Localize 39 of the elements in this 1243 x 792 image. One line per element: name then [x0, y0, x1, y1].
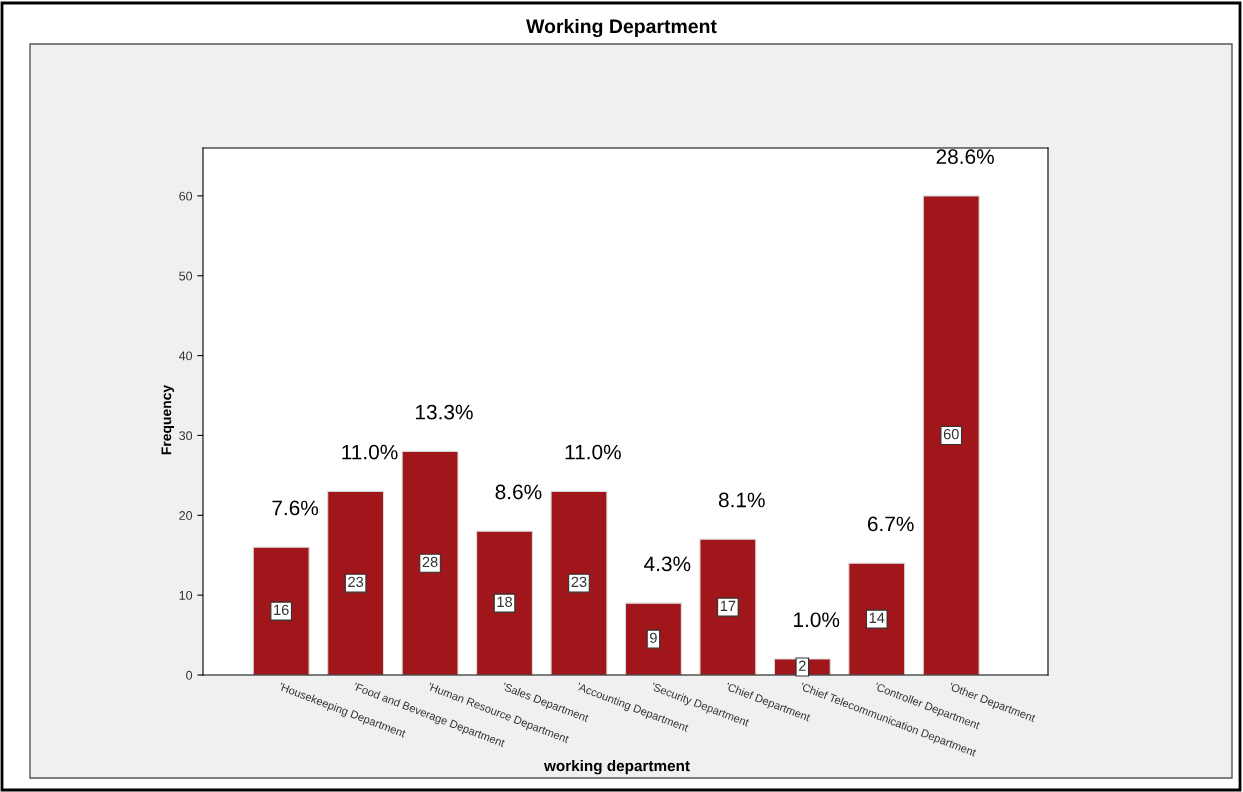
- x-axis-title: working department: [543, 760, 690, 775]
- annotation: 28.6%: [936, 149, 994, 165]
- bar: [848, 562, 906, 675]
- data-label: 17: [720, 600, 736, 611]
- data-label: 18: [497, 596, 512, 608]
- y-tick-label: 60: [179, 191, 193, 201]
- y-tick-label: 40: [178, 351, 193, 361]
- bar: [252, 546, 310, 675]
- data-label: 14: [869, 612, 885, 623]
- data-label: 9: [650, 632, 657, 643]
- bar: [401, 450, 459, 675]
- annotation: 13.3%: [416, 404, 473, 420]
- y-tick-label: 30: [179, 431, 193, 441]
- data-label: 60: [943, 429, 959, 440]
- data-label: 16: [274, 604, 289, 616]
- data-label: 23: [348, 576, 364, 588]
- bar: [327, 490, 385, 675]
- annotation: 4.3%: [644, 556, 691, 572]
- y-tick-label: 20: [179, 511, 193, 520]
- annotation: 7.6%: [272, 500, 319, 516]
- y-tick-label: 50: [179, 271, 193, 281]
- bar: [922, 195, 980, 675]
- annotation: 11.0%: [565, 444, 621, 460]
- data-label: 28: [422, 556, 438, 568]
- bar: [624, 602, 682, 675]
- chart-title: Working Department: [526, 18, 717, 38]
- bar: [476, 530, 533, 675]
- annotation: 8.1%: [718, 492, 765, 508]
- y-tick-label: 10: [179, 590, 193, 600]
- annotation: 1.0%: [794, 612, 840, 628]
- y-tick-label: 0: [186, 670, 193, 680]
- y-axis-title: Frequency: [161, 384, 174, 455]
- annotation: 6.7%: [867, 516, 914, 532]
- annotation: 11.0%: [342, 444, 398, 460]
- bar: [699, 538, 757, 675]
- data-label: 2: [799, 660, 806, 671]
- bar: [550, 490, 608, 675]
- annotation: 8.6%: [495, 484, 542, 500]
- data-label: 23: [571, 576, 587, 588]
